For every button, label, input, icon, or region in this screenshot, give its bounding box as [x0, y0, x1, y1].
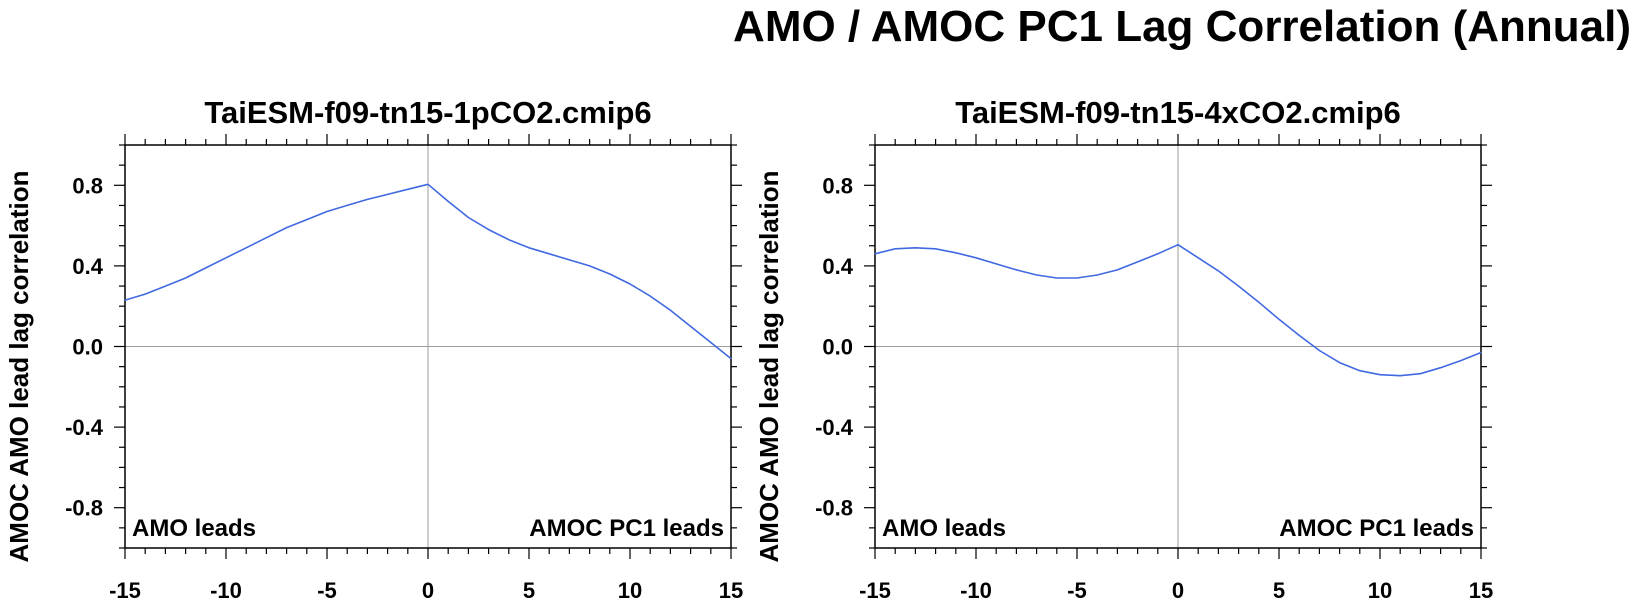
- data-point: [205, 267, 207, 269]
- annotation-amoc-leads: AMOC PC1 leads: [529, 515, 724, 542]
- data-point: [387, 193, 389, 195]
- data-point: [1217, 270, 1219, 272]
- y-tick-label: -0.4: [815, 415, 854, 440]
- x-tick-label: -10: [960, 578, 992, 603]
- data-point: [346, 204, 348, 207]
- y-axis-label: AMOC AMO lead lag correlation: [754, 171, 784, 563]
- annotation-amoc-leads: AMOC PC1 leads: [1279, 515, 1474, 542]
- panel-title: TaiESM-f09-tn15-4xCO2.cmip6: [955, 95, 1401, 130]
- data-point: [609, 273, 611, 275]
- x-tick-label: -15: [109, 578, 141, 603]
- data-point: [1318, 349, 1320, 352]
- data-point: [1298, 334, 1300, 337]
- data-point: [548, 253, 550, 255]
- data-point: [1157, 253, 1159, 255]
- annotation-amo-leads: AMO leads: [882, 515, 1006, 542]
- data-point: [144, 293, 146, 295]
- data-point: [1116, 269, 1118, 271]
- chart-panel-1: -15 -10 -5 0 5 10 15 0.8 0.4 0.0 -0.4 -0.8 TaiESM-f0…: [4, 95, 743, 603]
- data-point: [1460, 360, 1462, 362]
- data-point: [690, 325, 692, 327]
- data-point: [1379, 374, 1381, 376]
- data-point: [1258, 301, 1260, 303]
- x-tick-label: 10: [618, 578, 642, 603]
- data-point: [225, 257, 227, 259]
- y-tick-label: 0.8: [822, 173, 853, 198]
- data-point: [488, 229, 490, 231]
- data-point: [629, 283, 631, 285]
- x-tick-label: 15: [719, 578, 743, 603]
- y-tick-label: 0.0: [822, 335, 853, 360]
- data-point: [1096, 274, 1098, 276]
- data-point: [914, 247, 917, 249]
- data-point: [1015, 269, 1018, 271]
- data-point: [874, 253, 876, 255]
- data-point: [568, 259, 571, 261]
- figure-title-text: AMO / AMOC PC1 Lag Correlation (Annual): [733, 2, 1631, 51]
- data-point: [306, 218, 308, 221]
- data-point: [1197, 257, 1199, 259]
- data-point: [286, 227, 288, 229]
- data-point: [447, 200, 449, 203]
- data-point: [1137, 261, 1139, 263]
- figure-title: AMO / AMOC PC1 Lag Correlation (Annual): [0, 2, 1637, 58]
- data-point: [730, 357, 732, 360]
- data-point: [508, 239, 510, 241]
- y-tick-label: 0.8: [72, 173, 103, 198]
- data-point: [1359, 370, 1361, 372]
- data-point: [1056, 277, 1058, 279]
- data-point: [955, 252, 957, 254]
- x-tick-label: 0: [422, 578, 434, 603]
- annotation-amo-leads: AMO leads: [132, 515, 256, 542]
- data-point: [245, 247, 247, 249]
- x-tick-label: 0: [1172, 578, 1184, 603]
- y-tick-label: -0.8: [65, 496, 103, 521]
- data-point: [265, 237, 267, 239]
- data-point: [669, 309, 672, 311]
- y-tick-label: 0.4: [72, 254, 103, 279]
- x-tick-label: 15: [1469, 578, 1493, 603]
- data-point: [1036, 274, 1038, 276]
- x-tick-label: -5: [1067, 578, 1087, 603]
- data-point: [1399, 375, 1401, 377]
- data-point: [1278, 318, 1280, 320]
- data-point: [1076, 277, 1078, 279]
- data-point: [185, 277, 187, 279]
- y-tick-label: 0.0: [72, 335, 103, 360]
- panel-title: TaiESM-f09-tn15-1pCO2.cmip6: [204, 95, 651, 130]
- data-point: [164, 285, 166, 287]
- data-point: [427, 183, 429, 185]
- data-point: [710, 341, 712, 344]
- chart-panel-2: -15 -10 -5 0 5 10 15 0.8 0.4 0.0 -0.4 -0.8 TaiESM-f0…: [754, 95, 1493, 603]
- x-tick-label: -15: [859, 578, 891, 603]
- y-tick-label: 0.4: [822, 254, 853, 279]
- data-point: [1419, 373, 1421, 375]
- x-tick-label: 5: [523, 578, 535, 603]
- x-tick-label: -10: [210, 578, 242, 603]
- data-point: [975, 257, 977, 259]
- data-point: [1177, 244, 1179, 246]
- data-point: [1440, 367, 1442, 369]
- data-point: [366, 198, 368, 201]
- data-point: [649, 295, 651, 297]
- y-tick-label: -0.4: [65, 415, 104, 440]
- data-point: [1480, 351, 1482, 354]
- x-tick-label: 10: [1368, 578, 1392, 603]
- data-point: [589, 265, 591, 267]
- data-point: [1339, 362, 1341, 364]
- y-tick-label: -0.8: [815, 496, 853, 521]
- data-point: [995, 263, 997, 265]
- data-point: [407, 188, 409, 190]
- data-point: [894, 248, 896, 250]
- data-point: [935, 248, 937, 250]
- data-point: [1238, 285, 1240, 287]
- y-axis-label: AMOC AMO lead lag correlation: [4, 171, 34, 563]
- x-tick-label: 5: [1273, 578, 1285, 603]
- data-point: [124, 299, 126, 301]
- data-point: [467, 216, 469, 219]
- data-point: [528, 247, 530, 249]
- x-tick-label: -5: [317, 578, 337, 603]
- data-point: [326, 210, 328, 213]
